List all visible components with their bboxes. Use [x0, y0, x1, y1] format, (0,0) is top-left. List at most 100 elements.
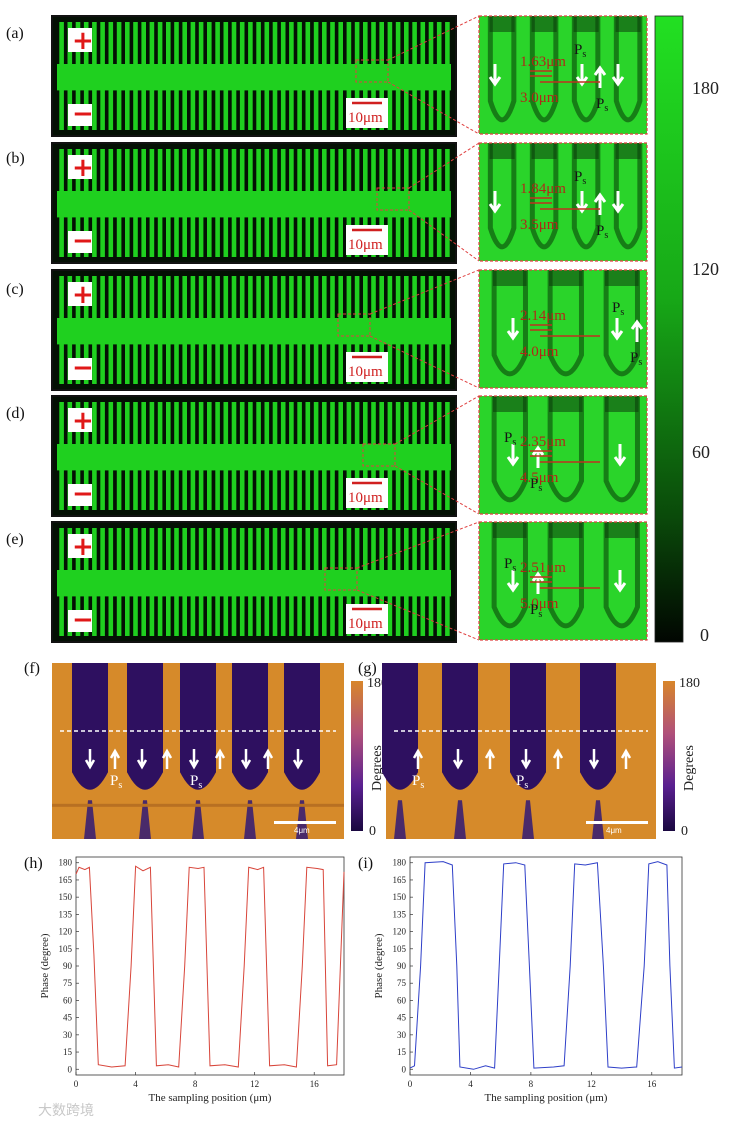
x-tick-label: 16 — [647, 1079, 657, 1089]
plus-electrode-icon: + — [72, 153, 94, 183]
domain-top-shade — [493, 522, 527, 538]
y-tick-label: 45 — [63, 1013, 73, 1023]
pfm-domain — [382, 663, 418, 790]
y-tick-label: 180 — [59, 858, 73, 868]
domain-outline — [603, 522, 640, 629]
pfm-colorbar-bottom: 0 — [369, 824, 376, 839]
pfm-ps-label: Ps — [110, 773, 122, 791]
y-tick-label: 120 — [59, 927, 73, 937]
arrow-up-icon — [412, 748, 424, 769]
zoom-selection-box — [355, 59, 389, 83]
pfm-domain-tip — [592, 800, 604, 839]
arrow-up-icon — [214, 748, 226, 769]
ps-label: Ps — [612, 300, 624, 318]
arrow-down-icon — [84, 749, 96, 770]
y-tick-label: 105 — [393, 944, 407, 954]
domain-outline — [487, 16, 517, 123]
panel-label-g: (g) — [358, 660, 377, 677]
arrow-up-icon — [593, 65, 607, 88]
panel-label-a: (a) — [6, 25, 24, 42]
scale-bar-label: 10μm — [348, 110, 383, 126]
y-axis-title: Phase (degree) — [373, 933, 385, 998]
domain-width-label: 1.84μm — [520, 181, 566, 197]
ps-label-sub: s — [524, 780, 528, 791]
period-label: 3.0μm — [520, 90, 559, 106]
ps-label-main: P — [630, 350, 638, 366]
pfm-scale-bar — [274, 821, 336, 824]
domain-outline — [529, 16, 559, 123]
ps-label-main: P — [504, 430, 512, 446]
pfm-domain-tip — [139, 800, 151, 839]
domain-top-shade — [605, 270, 639, 286]
pfm-colorbar — [351, 681, 363, 831]
ps-label-sub: s — [582, 49, 586, 60]
pfm-ps-label: Ps — [190, 773, 202, 791]
panel-label-c: (c) — [6, 281, 24, 298]
main-colorbar-tick-0: 0 — [700, 625, 709, 645]
domain-top-shade — [549, 522, 583, 538]
arrow-down-icon — [575, 64, 589, 87]
main-colorbar-gradient — [654, 15, 684, 643]
zoom-border — [478, 142, 648, 262]
arrow-down-icon — [240, 749, 252, 770]
domain-top-shade — [531, 143, 557, 159]
y-tick-label: 75 — [397, 978, 407, 988]
pfm-colorbar-title: Degrees — [682, 745, 697, 791]
x-tick-label: 12 — [250, 1079, 259, 1089]
ps-label: Ps — [504, 556, 516, 574]
arrow-up-icon — [531, 445, 545, 468]
domain-top-shade — [489, 143, 515, 159]
pfm-domain — [580, 663, 616, 790]
panel-label-d: (d) — [6, 405, 25, 422]
main-strip-3: + − 10μm — [51, 395, 457, 517]
minus-badge — [68, 610, 92, 632]
scale-bar-label: 10μm — [348, 616, 383, 632]
domain-outline — [603, 270, 640, 377]
pfm-domain — [510, 663, 546, 790]
domain-top-shade — [615, 143, 641, 159]
scale-bar-label: 10μm — [348, 490, 383, 506]
central-band — [57, 444, 451, 471]
zoom-selection-box — [362, 443, 396, 467]
arrow-down-icon — [611, 191, 625, 214]
domain-top-shade — [531, 16, 557, 32]
ps-label-sub: s — [118, 780, 122, 791]
minus-electrode-icon: − — [72, 226, 94, 256]
domain-top-shade — [493, 270, 527, 286]
domain-top-shade — [605, 396, 639, 412]
zoom-border — [478, 521, 648, 641]
strip-border — [51, 142, 457, 264]
y-tick-label: 150 — [393, 892, 407, 902]
zoom-boxes-group: 1.63μm3.0μmPsPs1.84μm3.5μmPsPs2.14μm4.0μ… — [356, 15, 648, 641]
domain-width-label: 2.51μm — [520, 560, 566, 576]
domain-outline — [571, 16, 601, 123]
x-tick-label: 0 — [74, 1079, 79, 1089]
chart-frame — [75, 856, 345, 1076]
panel-label-e: (e) — [6, 531, 24, 548]
panel-label-b: (b) — [6, 150, 25, 167]
ps-label-sub: s — [638, 357, 642, 368]
minus-electrode-icon: − — [72, 479, 94, 509]
arrow-up-icon — [531, 571, 545, 594]
pfm-domain-tip — [394, 800, 406, 839]
pfm-domain-tip — [192, 800, 204, 839]
y-tick-label: 15 — [63, 1047, 73, 1057]
zoom-selection-box — [337, 313, 371, 337]
y-tick-label: 120 — [393, 927, 407, 937]
ps-label-main: P — [504, 556, 512, 572]
y-tick-label: 90 — [397, 961, 407, 971]
domain-outline — [529, 143, 559, 250]
y-tick-label: 30 — [63, 1030, 73, 1040]
pfm-domain — [127, 663, 163, 790]
zoom-connector-top — [369, 269, 480, 315]
domain-top-shade — [573, 143, 599, 159]
ps-label: Ps — [630, 350, 642, 368]
x-tick-label: 8 — [193, 1079, 198, 1089]
phase-series-line — [75, 865, 345, 1068]
ps-label-main: P — [596, 223, 604, 239]
domain-top-shade — [549, 270, 583, 286]
central-band — [57, 191, 451, 218]
